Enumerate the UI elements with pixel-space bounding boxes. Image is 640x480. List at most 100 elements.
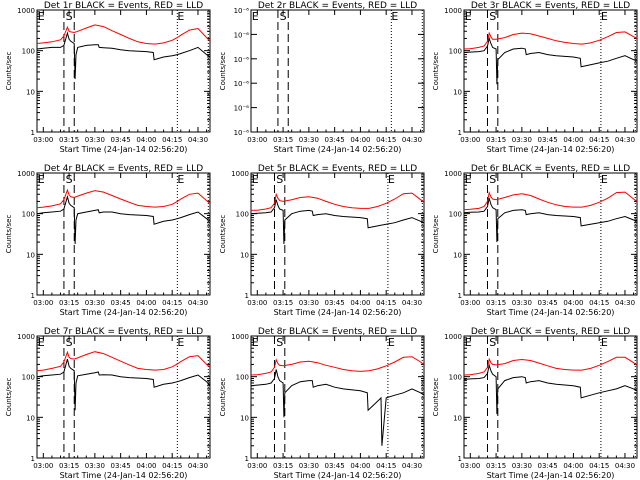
- x-axis-label: Start Time (24-Jan-14 02:56:20): [60, 308, 188, 317]
- panel-title: Det 4r BLACK = Events, RED = LLD: [44, 164, 203, 174]
- y-tick-label: 100: [236, 211, 249, 219]
- y-tick-label: 100: [236, 374, 249, 382]
- panel-title: Det 2r BLACK = Events, RED = LLD: [258, 1, 417, 11]
- x-tick-label: 03:00: [460, 462, 480, 470]
- x-tick-label: 03:15: [486, 136, 506, 144]
- y-axis-label: Counts/sec: [219, 52, 227, 91]
- lld-series-line: [463, 190, 638, 211]
- lld-series-line: [36, 24, 211, 45]
- x-tick-label: 04:00: [136, 299, 156, 307]
- events-series-line: [250, 369, 425, 446]
- x-tick-label: 03:15: [273, 462, 293, 470]
- events-series-line: [36, 194, 211, 245]
- y-axis-label: Counts/sec: [219, 215, 227, 254]
- panel-title: Det 5r BLACK = Events, RED = LLD: [258, 164, 417, 174]
- y-tick-label: 100: [22, 211, 35, 219]
- x-tick-label: 03:00: [460, 299, 480, 307]
- x-tick-label: 03:45: [325, 462, 345, 470]
- y-tick-label: 1000: [17, 170, 35, 178]
- x-tick-label: 04:00: [350, 462, 370, 470]
- x-tick-label: 03:45: [111, 462, 131, 470]
- interval-marker-label: E: [601, 336, 608, 349]
- y-axis-label: Counts/sec: [432, 215, 440, 254]
- interval-marker-label: E: [391, 10, 398, 23]
- interval-marker-label: E: [177, 336, 184, 349]
- x-tick-label: 03:45: [325, 299, 345, 307]
- interval-marker-label: E: [465, 173, 472, 186]
- x-tick-label: 03:30: [299, 462, 319, 470]
- plot-frame: [36, 335, 211, 459]
- x-tick-label: 04:30: [402, 462, 422, 470]
- y-tick-label: 10⁻⁶: [234, 105, 250, 113]
- x-tick-label: 03:30: [299, 136, 319, 144]
- y-axis-label: Counts/sec: [5, 378, 13, 417]
- x-tick-label: 04:15: [162, 299, 182, 307]
- y-tick-label: 100: [22, 374, 35, 382]
- x-tick-label: 04:15: [589, 136, 609, 144]
- interval-marker-label: E: [177, 173, 184, 186]
- interval-marker-label: S: [66, 10, 73, 23]
- x-tick-label: 03:45: [538, 299, 558, 307]
- x-tick-label: 03:00: [247, 136, 267, 144]
- panel-title: Det 1r BLACK = Events, RED = LLD: [44, 1, 203, 11]
- y-tick-label: 1: [458, 129, 462, 137]
- x-tick-label: 03:15: [273, 299, 293, 307]
- x-tick-label: 03:00: [33, 462, 53, 470]
- panel-title: Det 3r BLACK = Events, RED = LLD: [471, 1, 630, 11]
- x-tick-label: 04:00: [136, 136, 156, 144]
- interval-marker-label: S: [489, 336, 496, 349]
- lld-series-line: [250, 356, 425, 376]
- x-tick-label: 04:15: [162, 136, 182, 144]
- y-tick-label: 1000: [444, 170, 462, 178]
- x-tick-label: 03:45: [111, 136, 131, 144]
- x-tick-label: 03:30: [512, 462, 532, 470]
- x-tick-label: 03:45: [538, 136, 558, 144]
- y-tick-label: 10⁻⁶: [234, 31, 250, 39]
- y-tick-label: 1000: [444, 333, 462, 341]
- y-tick-label: 1: [458, 455, 462, 463]
- y-tick-label: 100: [22, 48, 35, 56]
- x-tick-label: 04:30: [615, 299, 635, 307]
- interval-marker-label: E: [465, 10, 472, 23]
- panel-title: Det 6r BLACK = Events, RED = LLD: [471, 164, 630, 174]
- interval-marker-label: S: [276, 336, 283, 349]
- x-tick-label: 03:45: [325, 136, 345, 144]
- y-tick-label: 100: [449, 374, 462, 382]
- interval-marker-label: E: [252, 173, 259, 186]
- interval-marker-label: S: [280, 10, 287, 23]
- interval-marker-label: E: [252, 10, 259, 23]
- x-tick-label: 03:30: [85, 136, 105, 144]
- x-tick-label: 04:30: [615, 462, 635, 470]
- y-tick-label: 10⁻⁶: [234, 80, 250, 88]
- events-series-line: [36, 358, 211, 411]
- x-tick-label: 03:45: [111, 299, 131, 307]
- x-tick-label: 04:00: [563, 462, 583, 470]
- x-axis-label: Start Time (24-Jan-14 02:56:20): [487, 145, 615, 154]
- x-axis-label: Start Time (24-Jan-14 02:56:20): [60, 145, 188, 154]
- interval-marker-label: S: [276, 173, 283, 186]
- x-axis-label: Start Time (24-Jan-14 02:56:20): [274, 308, 402, 317]
- events-series-line: [250, 199, 425, 245]
- x-tick-label: 03:15: [273, 136, 293, 144]
- interval-marker-label: E: [601, 10, 608, 23]
- y-tick-label: 10: [240, 414, 249, 422]
- x-tick-label: 03:00: [460, 136, 480, 144]
- lld-series-line: [36, 188, 211, 209]
- y-tick-label: 10: [26, 251, 35, 259]
- interval-marker-label: E: [38, 173, 45, 186]
- y-axis-label: Counts/sec: [432, 52, 440, 91]
- x-tick-label: 03:45: [538, 462, 558, 470]
- y-axis-label: Counts/sec: [5, 215, 13, 254]
- y-tick-label: 1: [31, 292, 35, 300]
- x-axis-label: Start Time (24-Jan-14 02:56:20): [60, 471, 188, 480]
- x-tick-label: 03:00: [247, 462, 267, 470]
- y-tick-label: 1: [245, 455, 249, 463]
- x-tick-label: 03:00: [33, 136, 53, 144]
- events-series-line: [463, 198, 638, 243]
- x-tick-label: 03:00: [33, 299, 53, 307]
- y-tick-label: 100: [449, 48, 462, 56]
- x-tick-label: 04:00: [350, 136, 370, 144]
- plot-frame: [463, 9, 638, 133]
- x-tick-label: 04:15: [376, 136, 396, 144]
